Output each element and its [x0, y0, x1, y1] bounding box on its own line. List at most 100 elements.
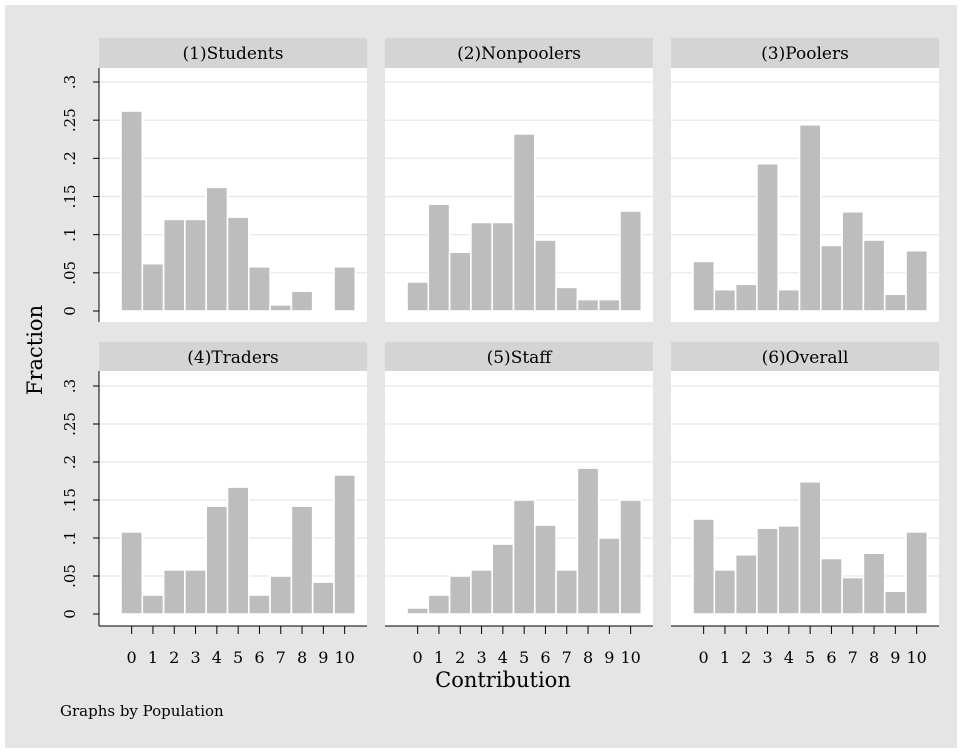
bar	[597, 298, 621, 312]
y-tick-label: .15	[61, 185, 79, 209]
bar	[141, 594, 165, 615]
x-tick-label: 4	[212, 648, 222, 667]
x-tick-label: 7	[848, 648, 858, 667]
bar	[819, 244, 843, 312]
x-tick-label: 5	[519, 648, 529, 667]
bar	[905, 531, 929, 615]
y-tick-label: .1	[61, 228, 79, 242]
bar	[597, 537, 621, 615]
y-tick-label: .25	[61, 412, 79, 436]
bar	[692, 518, 716, 615]
panel-header	[385, 38, 653, 68]
y-tick-label: .05	[61, 564, 79, 588]
bar	[905, 249, 929, 312]
bar	[333, 474, 357, 615]
x-tick-label: 5	[233, 648, 243, 667]
bar	[205, 505, 229, 615]
bar	[491, 221, 515, 312]
x-tick-label: 10	[620, 648, 640, 667]
bar	[798, 480, 822, 615]
x-tick-label: 2	[169, 648, 179, 667]
bar	[533, 524, 557, 615]
y-axis-label: Fraction	[23, 305, 47, 395]
bar	[470, 569, 493, 615]
bar	[713, 569, 737, 615]
y-tick-label: .1	[61, 531, 79, 545]
panel-title: (4)Traders	[187, 348, 278, 368]
bar	[555, 286, 579, 312]
panel-6: (6)Overall	[671, 342, 939, 626]
y-tick-label: .3	[61, 379, 79, 393]
bar	[427, 203, 451, 312]
x-tick-label: 0	[699, 648, 709, 667]
bar	[491, 543, 515, 615]
x-tick-label: 7	[276, 648, 286, 667]
x-tick-label: 10	[334, 648, 354, 667]
bar	[576, 467, 600, 615]
panel-title: (3)Poolers	[761, 44, 849, 64]
bar	[448, 575, 472, 615]
bar	[777, 525, 801, 615]
bar	[883, 590, 907, 615]
bar	[184, 218, 207, 312]
x-tick-label: 0	[127, 648, 137, 667]
y-tick-label: 0	[61, 609, 79, 619]
bar	[333, 265, 357, 312]
bar	[269, 304, 293, 312]
x-tick-label: 10	[906, 648, 926, 667]
panel-header	[99, 342, 367, 371]
panel-3: (3)Poolers	[671, 38, 939, 322]
y-tick-label: .3	[61, 75, 79, 89]
x-axis-label: Contribution	[435, 668, 571, 692]
bar	[120, 110, 144, 312]
bar	[311, 581, 335, 615]
bar	[226, 216, 250, 312]
bar	[406, 281, 430, 312]
bar	[290, 505, 314, 615]
panel-title: (1)Students	[183, 44, 284, 64]
x-tick-label: 8	[297, 648, 307, 667]
bar	[470, 221, 493, 312]
bar	[713, 288, 737, 312]
bar	[862, 239, 886, 312]
panel-header	[671, 342, 939, 371]
panel-header	[385, 342, 653, 371]
bar	[184, 569, 207, 615]
y-tick-label: .25	[61, 108, 79, 132]
panel-1: (1)Students 0 .05 .1 .15 .2 .25 .3	[61, 38, 367, 322]
x-tick-label: 9	[318, 648, 328, 667]
bar	[777, 288, 801, 312]
x-tick-label: 5	[805, 648, 815, 667]
panel-4: (4)Traders 0 .05 .1 .15 .2 .25 .3	[61, 342, 367, 626]
panels: (1)Students0.05.1.15.2.25.3(2)Nonpoolers…	[61, 38, 939, 667]
bar	[120, 531, 144, 615]
bar	[512, 133, 536, 312]
panel-title: (2)Nonpoolers	[457, 44, 581, 64]
bar	[619, 210, 643, 312]
x-tick-label: 7	[562, 648, 572, 667]
x-tick-label: 3	[476, 648, 486, 667]
x-tick-label: 1	[434, 648, 444, 667]
bar	[269, 575, 293, 615]
bar	[841, 210, 865, 312]
bar	[555, 569, 579, 615]
panel-5: (5)Staff	[385, 342, 653, 626]
graph-note: Graphs by Population	[60, 702, 224, 720]
bar	[883, 293, 907, 312]
panel-header	[99, 38, 367, 68]
bar	[576, 298, 600, 312]
x-tick-label: 3	[190, 648, 200, 667]
x-tick-label: 3	[762, 648, 772, 667]
bar	[841, 576, 865, 615]
y-tick-label: .2	[61, 455, 79, 469]
bar	[248, 265, 271, 312]
bar	[862, 552, 886, 615]
bar	[756, 527, 780, 615]
y-tick-label: 0	[61, 306, 79, 316]
bar	[162, 569, 186, 615]
x-tick-label: 2	[741, 648, 751, 667]
x-tick-label: 6	[826, 648, 836, 667]
bar	[734, 553, 758, 615]
x-tick-label: 4	[784, 648, 794, 667]
